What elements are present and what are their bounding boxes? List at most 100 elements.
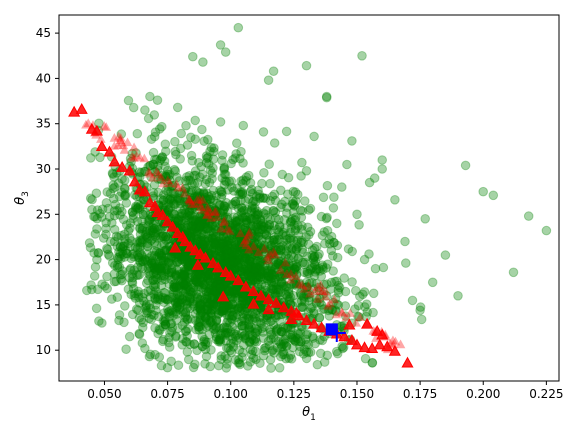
green-point xyxy=(218,323,228,333)
green-point xyxy=(128,248,139,259)
green-point xyxy=(228,256,239,267)
green-point xyxy=(214,230,225,240)
green-point xyxy=(115,203,125,213)
green-point xyxy=(282,202,292,212)
green-point xyxy=(222,328,233,338)
green-point xyxy=(191,186,202,196)
green-point xyxy=(287,243,297,254)
green-point xyxy=(185,284,196,295)
green-point xyxy=(279,349,289,360)
green-point xyxy=(328,251,338,261)
green-point xyxy=(164,312,174,322)
green-point xyxy=(269,253,279,264)
green-point xyxy=(364,249,374,259)
green-point xyxy=(304,230,314,240)
green-point xyxy=(215,40,226,50)
green-point xyxy=(367,357,378,368)
green-point xyxy=(216,351,226,361)
green-point xyxy=(132,203,143,214)
green-point xyxy=(296,336,306,347)
red-triangle-point xyxy=(75,102,88,114)
green-point xyxy=(195,188,205,198)
green-point xyxy=(161,232,171,242)
green-point xyxy=(166,264,177,274)
green-point xyxy=(301,353,312,364)
green-point xyxy=(152,295,163,305)
green-point xyxy=(229,212,240,222)
green-point xyxy=(246,184,257,195)
green-point xyxy=(167,194,178,204)
green-point xyxy=(114,315,124,326)
green-point xyxy=(369,173,380,183)
green-point xyxy=(168,198,179,209)
green-point xyxy=(314,312,325,323)
green-point xyxy=(270,241,280,251)
green-point xyxy=(188,299,198,309)
green-point xyxy=(269,270,280,281)
green-point xyxy=(92,254,102,265)
green-point xyxy=(264,271,275,281)
green-point xyxy=(203,286,213,297)
green-point xyxy=(292,297,303,308)
green-point xyxy=(211,206,221,216)
green-point xyxy=(227,315,237,325)
green-point xyxy=(215,274,225,285)
green-point xyxy=(239,264,249,274)
green-point xyxy=(301,334,311,345)
green-point xyxy=(253,231,264,241)
green-point xyxy=(209,242,220,252)
green-point xyxy=(377,164,388,174)
green-point xyxy=(205,298,215,309)
green-point xyxy=(240,223,250,233)
green-point xyxy=(144,215,155,225)
green-point xyxy=(116,274,126,284)
green-point xyxy=(281,353,291,364)
green-point xyxy=(215,117,226,127)
green-point xyxy=(250,328,260,338)
green-point xyxy=(263,225,273,236)
green-point xyxy=(153,187,163,198)
green-point xyxy=(135,200,146,211)
green-point xyxy=(201,337,211,347)
green-point xyxy=(189,219,199,230)
green-point xyxy=(132,128,143,139)
green-point xyxy=(222,244,232,255)
green-point xyxy=(283,286,294,297)
green-point xyxy=(143,220,154,231)
y-tick-label: 15 xyxy=(36,298,51,312)
green-point xyxy=(209,239,220,250)
green-point xyxy=(197,169,208,180)
x-tick-label: 0.225 xyxy=(529,387,563,401)
green-point xyxy=(172,257,183,267)
green-point xyxy=(143,275,153,286)
green-point xyxy=(321,92,332,103)
green-point xyxy=(232,229,242,239)
green-point xyxy=(239,271,250,282)
green-point xyxy=(246,322,256,332)
green-point xyxy=(237,292,248,303)
green-point xyxy=(217,306,227,316)
green-point xyxy=(205,165,216,176)
green-point xyxy=(156,174,167,185)
green-point xyxy=(172,257,182,268)
green-point xyxy=(158,195,169,206)
green-point xyxy=(225,256,235,267)
green-point xyxy=(267,284,278,295)
green-point xyxy=(215,283,226,294)
green-point xyxy=(236,230,247,241)
green-point xyxy=(162,169,173,180)
green-point xyxy=(135,235,145,245)
green-point xyxy=(141,278,152,289)
green-point xyxy=(325,239,335,249)
green-point xyxy=(158,316,169,326)
green-point xyxy=(142,231,153,242)
green-point xyxy=(255,257,265,268)
green-point xyxy=(251,245,261,256)
green-point xyxy=(308,333,319,343)
green-point xyxy=(211,237,221,248)
green-point xyxy=(180,267,191,277)
green-point xyxy=(263,75,274,85)
green-point xyxy=(122,248,132,259)
green-point xyxy=(187,185,197,196)
green-point xyxy=(206,295,216,306)
